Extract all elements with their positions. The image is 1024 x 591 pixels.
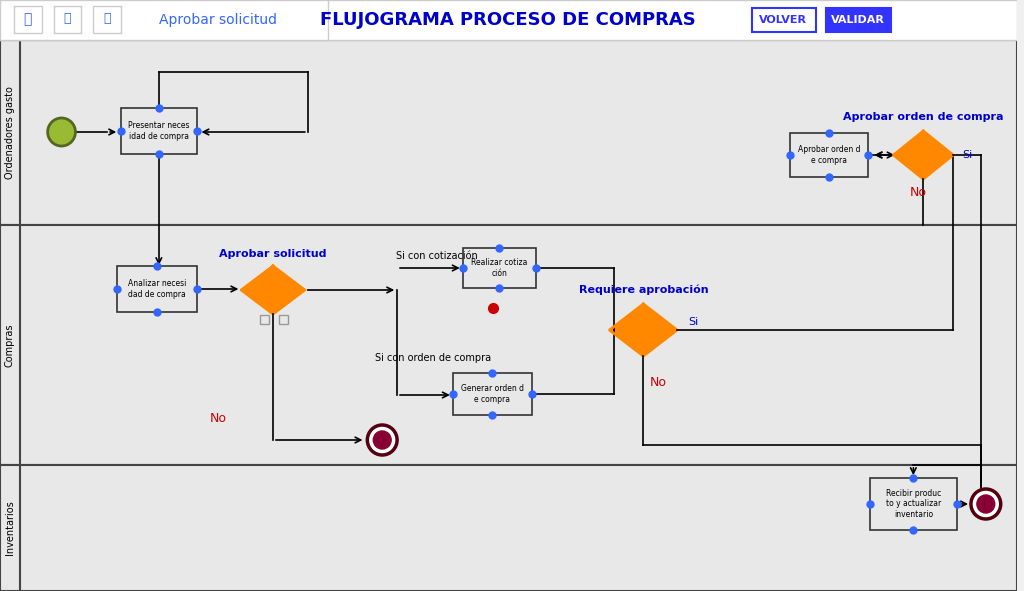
Polygon shape	[894, 131, 953, 179]
Circle shape	[977, 495, 994, 513]
Text: Requiere aprobación: Requiere aprobación	[579, 285, 709, 296]
Circle shape	[48, 118, 76, 146]
Text: No: No	[210, 411, 227, 424]
FancyBboxPatch shape	[0, 465, 1017, 591]
FancyBboxPatch shape	[14, 6, 42, 33]
Polygon shape	[242, 266, 305, 314]
FancyBboxPatch shape	[0, 225, 1017, 465]
Text: VOLVER: VOLVER	[760, 15, 807, 25]
FancyBboxPatch shape	[279, 315, 288, 324]
FancyBboxPatch shape	[791, 133, 867, 177]
FancyBboxPatch shape	[117, 266, 197, 312]
Circle shape	[971, 489, 1000, 519]
Polygon shape	[609, 304, 677, 356]
FancyBboxPatch shape	[93, 6, 121, 33]
Text: Si: Si	[962, 150, 972, 160]
FancyBboxPatch shape	[826, 8, 891, 32]
Text: Compras: Compras	[5, 323, 15, 367]
FancyBboxPatch shape	[453, 373, 532, 415]
Text: Realizar cotiza
ción: Realizar cotiza ción	[471, 258, 527, 278]
FancyBboxPatch shape	[869, 478, 957, 530]
Text: Presentar neces
idad de compra: Presentar neces idad de compra	[128, 121, 189, 141]
Text: Inventarios: Inventarios	[5, 501, 15, 556]
Text: No: No	[649, 375, 667, 388]
Text: Si con orden de compra: Si con orden de compra	[375, 353, 490, 363]
Text: Si: Si	[688, 317, 698, 327]
FancyBboxPatch shape	[260, 315, 269, 324]
Text: Recibir produc
to y actualizar
inventario: Recibir produc to y actualizar inventari…	[886, 489, 941, 519]
Text: Aprobar orden d
e compra: Aprobar orden d e compra	[798, 145, 860, 165]
FancyBboxPatch shape	[752, 8, 816, 32]
Text: Si con cotización: Si con cotización	[396, 251, 477, 261]
FancyBboxPatch shape	[0, 0, 1017, 40]
Text: Aprobar solicitud: Aprobar solicitud	[219, 249, 327, 259]
Circle shape	[368, 425, 397, 455]
FancyBboxPatch shape	[0, 40, 1017, 225]
FancyBboxPatch shape	[121, 108, 197, 154]
Text: Ordenadores gasto: Ordenadores gasto	[5, 86, 15, 179]
Text: Aprobar solicitud: Aprobar solicitud	[160, 13, 278, 27]
Text: Generar orden d
e compra: Generar orden d e compra	[461, 384, 524, 404]
Text: Aprobar orden de compra: Aprobar orden de compra	[843, 112, 1004, 122]
Text: 🔍: 🔍	[24, 12, 32, 26]
Text: Analizar necesi
dad de compra: Analizar necesi dad de compra	[128, 280, 186, 298]
FancyBboxPatch shape	[0, 0, 328, 40]
Text: 🗑: 🗑	[103, 12, 111, 25]
Text: VALIDAR: VALIDAR	[830, 15, 885, 25]
FancyBboxPatch shape	[53, 6, 81, 33]
Circle shape	[374, 431, 391, 449]
Text: 🔎: 🔎	[63, 12, 72, 25]
FancyBboxPatch shape	[463, 248, 537, 288]
Text: No: No	[909, 187, 927, 200]
Text: FLUJOGRAMA PROCESO DE COMPRAS: FLUJOGRAMA PROCESO DE COMPRAS	[321, 11, 696, 29]
